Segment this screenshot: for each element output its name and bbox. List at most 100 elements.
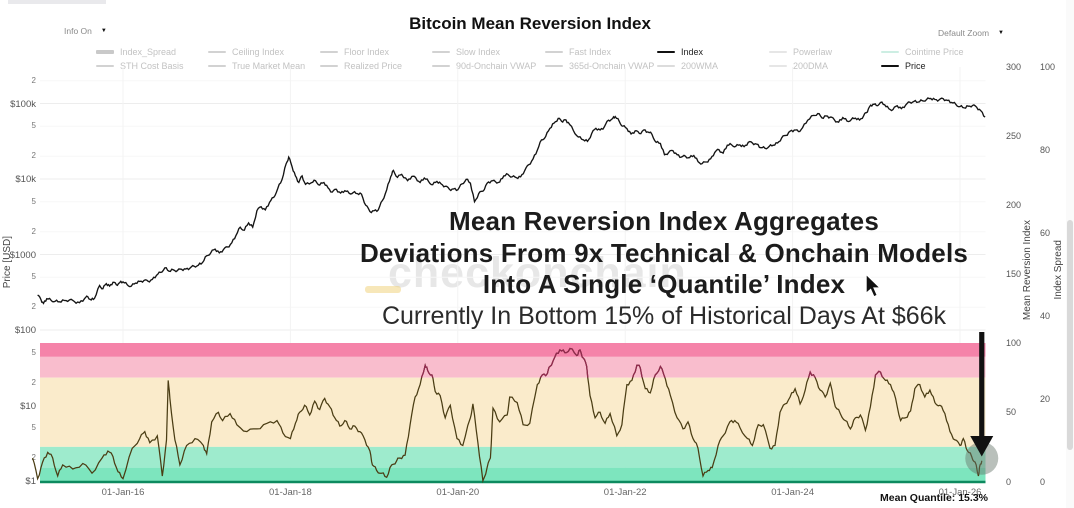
legend-item-index[interactable]: Index [657, 47, 703, 57]
legend-swatch [881, 51, 899, 53]
legend-item-sth-cost-basis[interactable]: STH Cost Basis [96, 61, 184, 71]
spread-tick-label: 80 [1040, 144, 1051, 155]
price-tick-label: $10 [20, 400, 36, 412]
info-on-label: Info On [64, 26, 92, 36]
mri-tick-label: 150 [1006, 269, 1022, 280]
legend-swatch [96, 50, 114, 54]
price-tick-label: 2 [31, 302, 36, 312]
x-tick-label: 01-Jan-16 [101, 487, 145, 498]
price-tick-label: 2 [31, 453, 36, 463]
legend-swatch [545, 51, 563, 53]
price-tick-label: $1000 [9, 249, 36, 261]
legend-swatch [96, 65, 114, 67]
mri-tick-label: 50 [1006, 407, 1017, 418]
mri-tick-label: 100 [1006, 338, 1022, 349]
legend-swatch [432, 51, 450, 53]
legend-item-cointime-price[interactable]: Cointime Price [881, 47, 964, 57]
legend-label: Powerlaw [793, 47, 833, 57]
legend-label: Fast Index [569, 47, 612, 57]
price-axis-title: Price [USD] [2, 236, 13, 289]
legend-item-powerlaw[interactable]: Powerlaw [769, 47, 832, 57]
legend-swatch [208, 65, 226, 67]
spread-tick-label: 60 [1040, 227, 1051, 238]
legend-item-90d-onchain-vwap[interactable]: 90d-Onchain VWAP [432, 61, 536, 71]
price-tick-label: 5 [31, 272, 36, 282]
watermark-accent-dash [365, 286, 401, 293]
callout-arrow-shaft [979, 332, 985, 437]
scrollbar-thumb[interactable] [1067, 220, 1073, 450]
price-tick-label: 2 [31, 226, 36, 236]
chart-title: Bitcoin Mean Reversion Index [409, 14, 651, 33]
spread-tick-label: 0 [1040, 476, 1046, 487]
mean-quantile-label: Mean Quantile: 15.3% [880, 492, 988, 504]
legend-swatch [657, 51, 675, 53]
price-tick-label: 2 [31, 75, 36, 85]
spread-axis-title: Index Spread [1053, 240, 1064, 300]
price-tick-label: $100 [14, 325, 36, 336]
legend-label: Price [905, 61, 926, 71]
legend-swatch [881, 65, 899, 67]
legend-swatch [657, 65, 675, 67]
legend-item-slow-index[interactable]: Slow Index [432, 47, 500, 57]
legend-swatch [769, 51, 787, 53]
legend-swatch [769, 65, 787, 67]
legend-item-realized-price[interactable]: Realized Price [320, 61, 402, 71]
price-tick-label: 5 [31, 121, 36, 131]
spread-tick-label: 40 [1040, 310, 1051, 321]
legend-swatch [432, 65, 450, 67]
default-zoom-control[interactable]: Default Zoom ▼ [938, 28, 1004, 38]
x-tick-label: 01-Jan-24 [771, 487, 814, 498]
legend-item-200dma[interactable]: 200DMA [769, 61, 828, 71]
legend-swatch [320, 65, 338, 67]
legend-item-fast-index[interactable]: Fast Index [545, 47, 611, 57]
legend-item-ceiling-index[interactable]: Ceiling Index [208, 47, 284, 57]
legend-swatch [545, 65, 563, 67]
price-tick-label: 2 [31, 377, 36, 387]
annotation-block: Mean Reversion Index Aggregates Deviatio… [314, 206, 1014, 332]
current-value-highlight [965, 441, 999, 475]
checkonchain-watermark: checkonchain [388, 249, 687, 297]
price-tick-label: 5 [31, 196, 36, 206]
x-tick-label: 01-Jan-26 [938, 487, 982, 498]
legend-label: Index_Spread [120, 47, 177, 57]
price-tick-label: $100k [10, 98, 36, 110]
window-edge-sliver [8, 0, 106, 4]
legend-item-index-spread[interactable]: Index_Spread [96, 47, 176, 57]
legend-label: True Market Mean [232, 61, 306, 71]
caret-down-icon: ▼ [100, 28, 107, 34]
legend-item-true-market-mean[interactable]: True Market Mean [208, 61, 305, 71]
legend-item-price[interactable]: Price [881, 61, 926, 71]
info-on-control[interactable]: Info On ▼ [64, 26, 107, 36]
legend-label: Cointime Price [905, 47, 964, 57]
legend-swatch [208, 51, 226, 53]
legend-label: Index [681, 47, 704, 57]
annotation-line-4: Currently In Bottom 15% of Historical Da… [381, 301, 947, 330]
price-tick-label: 2 [31, 151, 36, 161]
legend-label: 365d-Onchain VWAP [569, 61, 655, 71]
price-tick-label: 5 [31, 423, 36, 433]
legend-label: Slow Index [456, 47, 501, 57]
legend-label: 200WMA [681, 61, 719, 71]
annotation-line-1: Mean Reversion Index Aggregates [448, 206, 880, 236]
legend-label: 90d-Onchain VWAP [456, 61, 537, 71]
mri-tick-label: 300 [1006, 61, 1022, 72]
price-tick-label: $10k [15, 174, 36, 185]
legend-item-200wma[interactable]: 200WMA [657, 61, 718, 71]
annotation-line-2: Deviations From 9x Technical & Onchain M… [359, 237, 969, 268]
legend-label: Realized Price [344, 61, 403, 71]
scrollbar-track[interactable] [1066, 0, 1074, 508]
legend-item-365d-onchain-vwap[interactable]: 365d-Onchain VWAP [545, 61, 654, 71]
annotation-line-3: Into A Single ‘Quantile’ Index [482, 269, 846, 299]
price-line [37, 97, 986, 305]
index-quantile-line [32, 347, 983, 484]
mri-tick-label: 0 [1006, 476, 1012, 487]
mri-tick-label: 200 [1006, 200, 1022, 211]
quantile-zone [40, 377, 986, 447]
legend-label: STH Cost Basis [120, 61, 184, 71]
price-tick-label: $1 [25, 476, 36, 487]
mri-tick-label: 250 [1006, 131, 1022, 141]
x-tick-label: 01-Jan-20 [436, 487, 480, 498]
legend-item-floor-index[interactable]: Floor Index [320, 47, 389, 57]
